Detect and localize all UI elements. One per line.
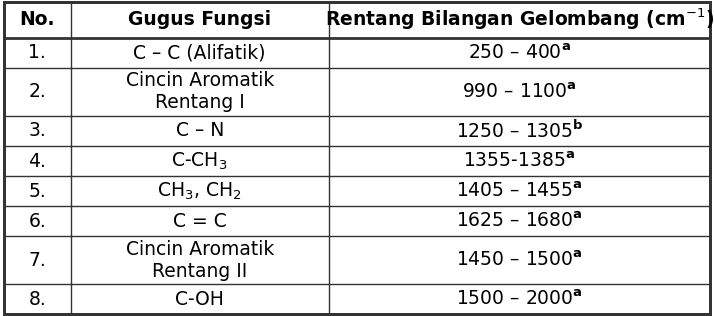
Text: 1500 – 2000$^{\mathbf{a}}$: 1500 – 2000$^{\mathbf{a}}$: [456, 290, 583, 309]
Text: C-OH: C-OH: [175, 290, 224, 309]
Text: C – N: C – N: [176, 121, 224, 140]
Text: 7.: 7.: [29, 251, 46, 270]
Text: C = C: C = C: [173, 212, 226, 231]
Text: 3.: 3.: [29, 121, 46, 140]
Text: Gugus Fungsi: Gugus Fungsi: [128, 10, 271, 29]
Text: 1355-1385$^{\mathbf{a}}$: 1355-1385$^{\mathbf{a}}$: [463, 151, 575, 171]
Text: Rentang Bilangan Gelombang (cm$^{-1}$): Rentang Bilangan Gelombang (cm$^{-1}$): [325, 7, 714, 33]
Text: 1625 – 1680$^{\mathbf{a}}$: 1625 – 1680$^{\mathbf{a}}$: [456, 212, 583, 231]
Text: C – C (Alifatik): C – C (Alifatik): [134, 43, 266, 63]
Text: CH$_{3}$, CH$_{2}$: CH$_{3}$, CH$_{2}$: [157, 180, 242, 202]
Text: 1.: 1.: [29, 43, 46, 63]
Text: 1450 – 1500$^{\mathbf{a}}$: 1450 – 1500$^{\mathbf{a}}$: [456, 251, 583, 270]
Text: 2.: 2.: [29, 82, 46, 101]
Text: 5.: 5.: [29, 182, 46, 201]
Text: No.: No.: [19, 10, 55, 29]
Text: 250 – 400$^{\mathbf{a}}$: 250 – 400$^{\mathbf{a}}$: [468, 43, 571, 63]
Text: 990 – 1100$^{\mathbf{a}}$: 990 – 1100$^{\mathbf{a}}$: [462, 82, 577, 102]
Text: 1250 – 1305$^{\mathbf{b}}$: 1250 – 1305$^{\mathbf{b}}$: [456, 120, 583, 142]
Text: 8.: 8.: [29, 290, 46, 309]
Text: 1405 – 1455$^{\mathbf{a}}$: 1405 – 1455$^{\mathbf{a}}$: [456, 181, 583, 201]
Text: 6.: 6.: [29, 212, 46, 231]
Text: C-CH$_{3}$: C-CH$_{3}$: [171, 150, 228, 172]
Text: Cincin Aromatik
Rentang I: Cincin Aromatik Rentang I: [126, 71, 274, 112]
Text: 4.: 4.: [29, 152, 46, 171]
Text: Cincin Aromatik
Rentang II: Cincin Aromatik Rentang II: [126, 240, 274, 281]
